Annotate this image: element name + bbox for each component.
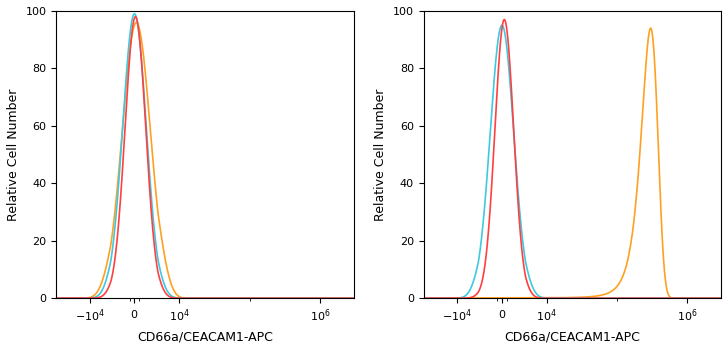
Y-axis label: Relative Cell Number: Relative Cell Number xyxy=(7,88,20,221)
X-axis label: CD66a/CEACAM1-APC: CD66a/CEACAM1-APC xyxy=(505,330,641,343)
X-axis label: CD66a/CEACAM1-APC: CD66a/CEACAM1-APC xyxy=(137,330,273,343)
Y-axis label: Relative Cell Number: Relative Cell Number xyxy=(374,88,387,221)
